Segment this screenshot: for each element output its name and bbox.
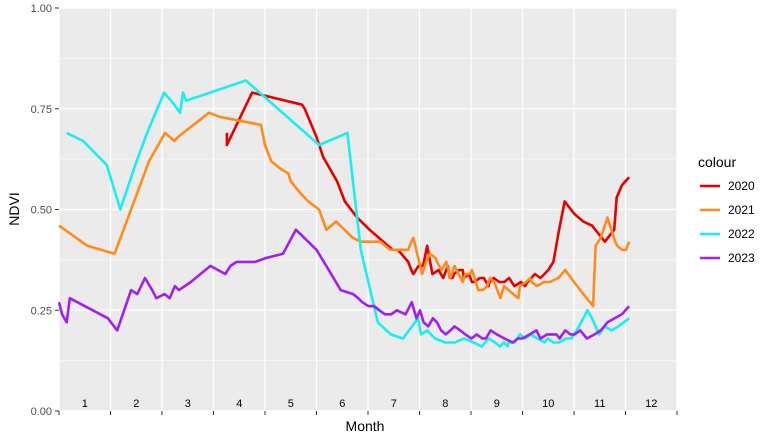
x-axis-title: Month	[346, 418, 385, 434]
month-label: 4	[236, 398, 242, 410]
month-label: 6	[339, 398, 345, 410]
month-label: 7	[391, 398, 397, 410]
legend-title: colour	[698, 154, 736, 170]
month-label: 9	[494, 398, 500, 410]
month-label: 1	[82, 398, 88, 410]
legend-label-2022: 2022	[728, 227, 755, 241]
series-line-2021	[58, 111, 631, 308]
month-label: 12	[645, 398, 657, 410]
month-label: 10	[542, 398, 554, 410]
month-label: 2	[133, 398, 139, 410]
axis-layer: 0.000.250.500.751.001 2 3 4 5 6 7 8 9 10 11 12	[31, 3, 678, 418]
y-tick-label: 0.75	[31, 104, 52, 116]
month-label: 3	[185, 398, 191, 410]
series-line-2020	[225, 91, 631, 288]
y-tick-label: 0.25	[31, 305, 52, 317]
month-label: 8	[442, 398, 448, 410]
series-layer	[57, 79, 631, 348]
y-tick-label: 0.00	[31, 406, 52, 418]
month-label: 11	[594, 398, 605, 410]
series-line-2023	[57, 228, 631, 344]
month-label: 5	[288, 398, 294, 410]
legend-label-2021: 2021	[728, 203, 755, 217]
legend-label-2020: 2020	[728, 179, 755, 193]
legend-label-2023: 2023	[728, 251, 755, 265]
legend: colour 2020 2021 2022 2023	[698, 154, 755, 265]
y-tick-label: 0.50	[31, 205, 52, 217]
y-tick-label: 1.00	[31, 3, 52, 15]
y-axis-title: NDVI	[6, 192, 22, 225]
series-line-2022	[66, 79, 630, 348]
